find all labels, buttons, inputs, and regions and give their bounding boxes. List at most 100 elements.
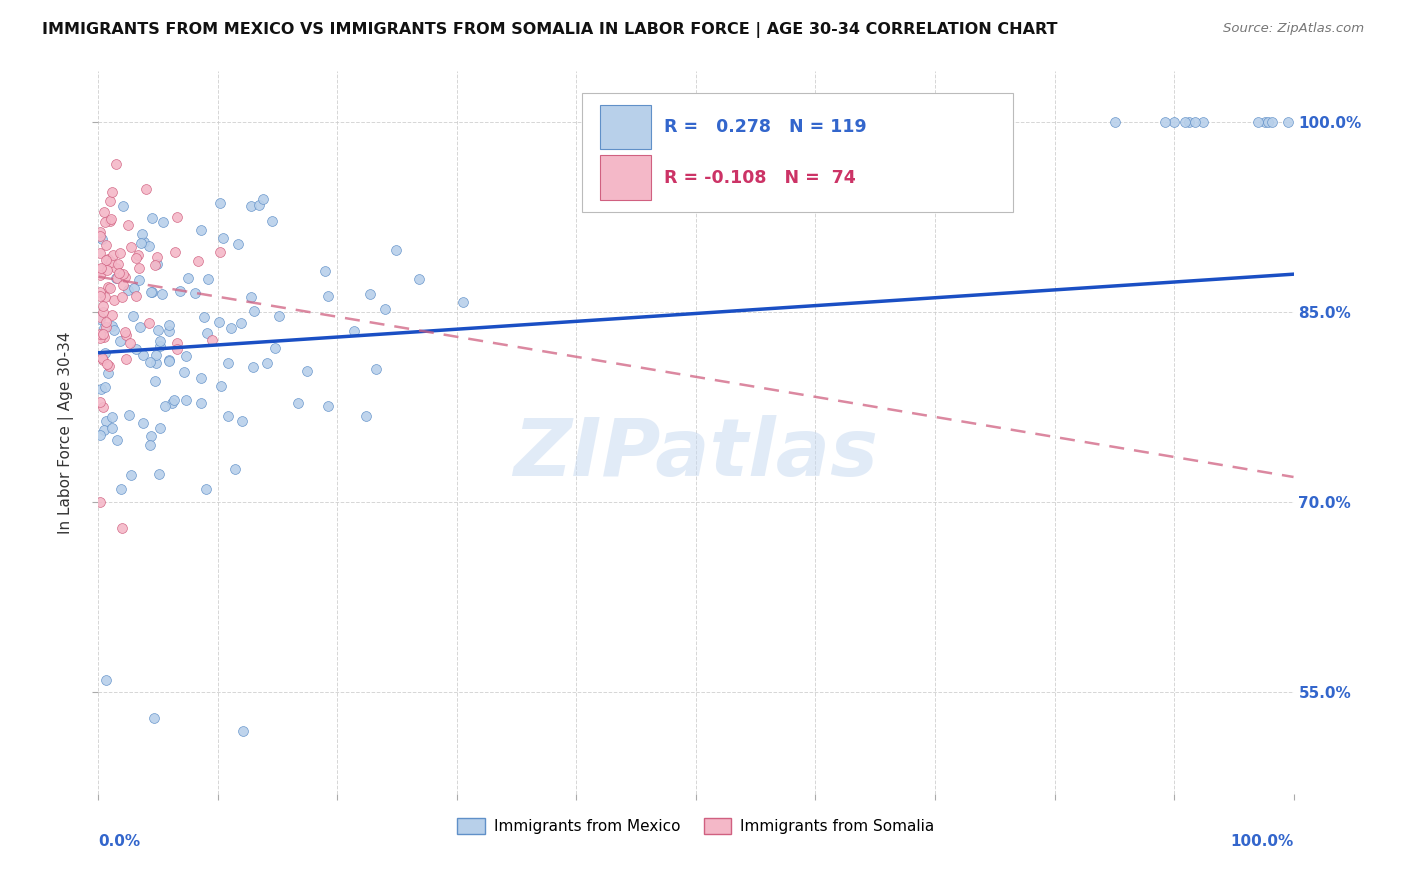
Point	[94, 346, 117, 360]
Point	[112, 199, 135, 213]
Point	[118, 335, 141, 350]
Point	[103, 293, 125, 307]
Point	[125, 289, 148, 303]
Point	[143, 374, 166, 388]
Point	[162, 396, 184, 410]
Point	[90, 260, 112, 275]
Point	[200, 333, 222, 347]
Point	[374, 301, 396, 316]
Point	[93, 423, 115, 437]
Text: 100.0%: 100.0%	[1230, 834, 1294, 848]
Point	[94, 414, 117, 428]
Point	[194, 483, 217, 497]
Point	[91, 401, 114, 415]
Point	[143, 258, 166, 272]
Point	[212, 230, 235, 244]
Point	[193, 310, 215, 325]
Point	[139, 429, 162, 443]
Point	[163, 245, 186, 260]
Point	[101, 410, 124, 425]
Point	[146, 323, 169, 337]
Point	[89, 268, 111, 282]
Point	[217, 409, 239, 423]
Point	[94, 380, 117, 394]
Point	[121, 309, 143, 323]
Point	[89, 428, 111, 442]
Point	[127, 248, 149, 262]
Point	[157, 318, 180, 333]
Text: R = -0.108   N =  74: R = -0.108 N = 74	[664, 169, 855, 186]
Point	[142, 711, 165, 725]
Point	[89, 225, 111, 239]
Point	[131, 416, 153, 430]
Point	[316, 399, 339, 413]
Point	[101, 319, 124, 334]
Point	[267, 309, 290, 323]
Point	[89, 261, 111, 276]
Point	[135, 182, 157, 196]
Point	[219, 321, 242, 335]
Point	[149, 421, 172, 435]
Point	[114, 325, 136, 339]
Point	[139, 285, 162, 300]
Point	[100, 421, 122, 435]
Point	[110, 334, 132, 348]
Point	[208, 315, 231, 329]
Point	[1277, 115, 1299, 129]
Legend: Immigrants from Mexico, Immigrants from Somalia: Immigrants from Mexico, Immigrants from …	[451, 813, 941, 840]
Point	[256, 356, 278, 370]
Point	[316, 289, 339, 303]
Point	[1257, 115, 1279, 129]
Point	[231, 414, 253, 428]
Point	[97, 366, 120, 380]
Point	[90, 382, 112, 396]
Point	[169, 284, 191, 298]
Y-axis label: In Labor Force | Age 30-34: In Labor Force | Age 30-34	[58, 331, 75, 534]
Point	[453, 294, 475, 309]
Point	[157, 353, 180, 368]
Point	[187, 253, 209, 268]
Point	[1174, 115, 1197, 129]
Point	[209, 378, 232, 392]
Point	[138, 239, 160, 253]
Point	[1247, 115, 1270, 129]
Point	[91, 326, 114, 341]
Point	[1178, 115, 1201, 129]
Point	[91, 299, 114, 313]
Point	[149, 339, 172, 353]
Point	[108, 246, 131, 260]
Point	[114, 352, 136, 367]
Point	[224, 462, 246, 476]
Point	[91, 304, 114, 318]
Point	[89, 246, 111, 260]
FancyBboxPatch shape	[582, 93, 1012, 212]
Point	[105, 270, 128, 285]
Point	[138, 355, 160, 369]
Point	[166, 343, 188, 357]
Point	[107, 256, 129, 270]
Point	[263, 341, 285, 355]
Point	[295, 364, 318, 378]
Point	[94, 215, 117, 229]
Point	[1191, 115, 1213, 129]
Point	[157, 324, 180, 338]
Point	[89, 395, 111, 409]
Point	[385, 243, 408, 257]
Point	[111, 290, 134, 304]
Point	[98, 359, 121, 373]
Point	[93, 290, 115, 304]
Point	[163, 392, 186, 407]
Text: IMMIGRANTS FROM MEXICO VS IMMIGRANTS FROM SOMALIA IN LABOR FORCE | AGE 30-34 COR: IMMIGRANTS FROM MEXICO VS IMMIGRANTS FRO…	[42, 22, 1057, 38]
Point	[287, 396, 309, 410]
Point	[354, 409, 377, 424]
Point	[129, 320, 152, 334]
Point	[118, 408, 141, 422]
Point	[129, 236, 152, 251]
Point	[108, 266, 131, 280]
Text: Source: ZipAtlas.com: Source: ZipAtlas.com	[1223, 22, 1364, 36]
Point	[89, 285, 111, 299]
Point	[100, 211, 122, 226]
Point	[110, 482, 132, 496]
Point	[364, 361, 387, 376]
Point	[128, 260, 150, 275]
